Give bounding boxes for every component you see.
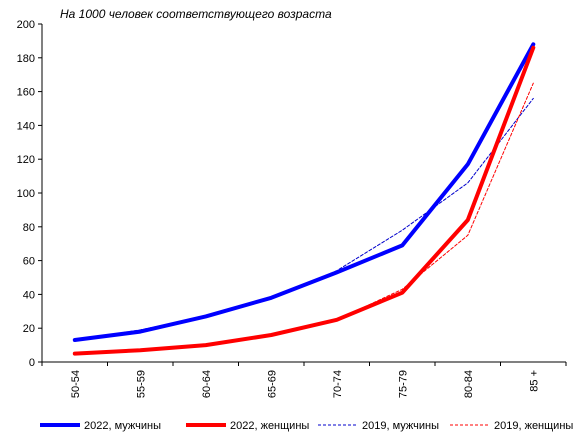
y-tick-label: 40 [23,289,35,301]
series-line [72,45,536,356]
x-tick-label: 60-64 [201,370,213,398]
y-tick-label: 100 [17,188,35,200]
legend-label: 2022, женщины [230,420,309,432]
chart-axes: 0 20 40 60 80 100 120 140 160 180 200 50-54 55-59 60-… [17,19,567,398]
y-tick-label: 60 [23,256,35,268]
chart-legend: 2022, мужчины 2022, женщины 2019, мужчины 2… [40,420,573,432]
x-tick-label: 70-74 [332,370,344,398]
legend-label: 2019, женщины [494,420,573,432]
y-tick-label: 140 [17,120,35,132]
chart-series [72,42,536,356]
x-tick-label: 80-84 [463,370,475,398]
chart-subtitle: На 1000 человек соответствующего возраст… [60,7,332,21]
y-tick-label: 120 [17,154,35,166]
x-tick-label: 55-59 [135,370,147,398]
x-tick-label: 75-79 [397,370,409,398]
x-tick-label: 85 + [528,370,540,392]
y-tick-label: 200 [17,19,35,31]
y-tick-label: 20 [23,323,35,335]
x-tick-label: 50-54 [70,370,82,398]
series-line [74,82,534,355]
y-tick-label: 80 [23,222,35,234]
x-tick-label: 65-69 [266,370,278,398]
series-line [72,42,536,342]
legend-label: 2022, мужчины [84,420,161,432]
series-line [74,97,534,341]
y-tick-label: 180 [17,53,35,65]
y-tick-label: 160 [17,87,35,99]
legend-label: 2019, мужчины [362,420,439,432]
y-tick-label: 0 [29,357,35,369]
